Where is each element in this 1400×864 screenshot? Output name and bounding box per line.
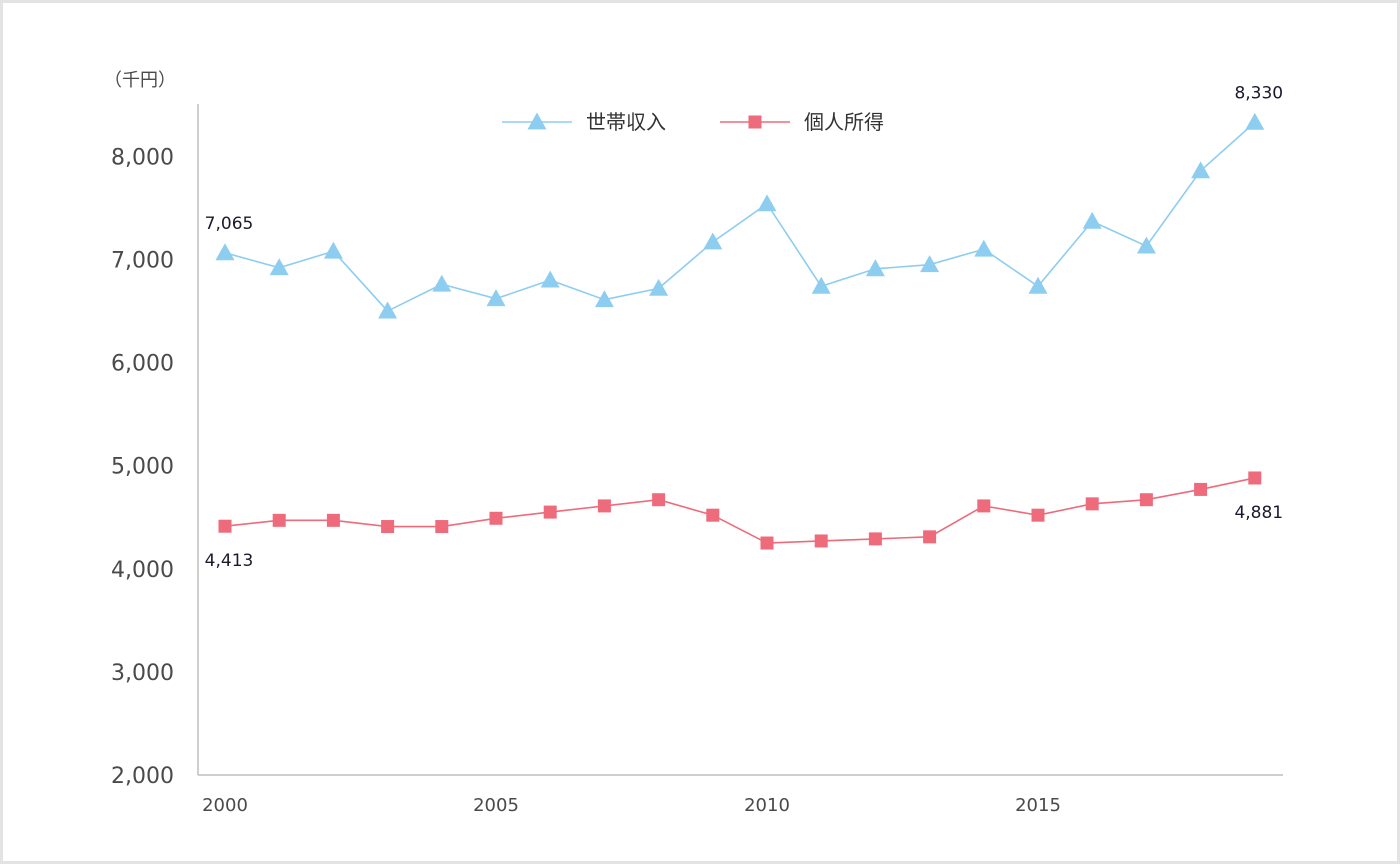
- x-tick-label: 2010: [744, 795, 790, 816]
- legend: 世帯収入 個人所得: [502, 110, 884, 134]
- y-tick-label: 3,000: [111, 661, 174, 686]
- x-tick-label: 2015: [1015, 795, 1061, 816]
- series-1-marker: [706, 508, 720, 522]
- series-0-marker: [432, 274, 452, 292]
- legend-label-1: 個人所得: [804, 110, 884, 134]
- series-1-marker: [1139, 493, 1153, 507]
- series-0-marker: [811, 276, 831, 294]
- y-tick-label: 7,000: [111, 249, 174, 274]
- series-1-marker: [1248, 471, 1262, 485]
- y-tick-labels: 2,000 3,000 4,000 5,000 6,000 7,000 8,000: [111, 145, 174, 789]
- series-1-marker: [923, 530, 937, 544]
- series-1-marker: [1031, 508, 1045, 522]
- series-line-0: [224, 121, 1256, 313]
- series-markers: [215, 112, 1265, 550]
- series-0-marker: [1082, 211, 1102, 229]
- data-label: 7,065: [205, 214, 254, 234]
- series-1-marker: [652, 493, 666, 507]
- series-1-marker: [218, 519, 232, 533]
- legend-marker-1: [748, 115, 762, 129]
- series-0-marker: [1136, 236, 1156, 254]
- series-0-marker: [1245, 112, 1265, 130]
- series-lines: [224, 121, 1256, 544]
- series-0-marker: [757, 194, 777, 212]
- series-0-marker: [323, 241, 343, 259]
- y-tick-label: 6,000: [111, 352, 174, 377]
- series-1-marker: [272, 513, 286, 527]
- series-1-marker: [814, 534, 828, 548]
- series-0-marker: [865, 259, 885, 277]
- series-0-marker: [540, 270, 560, 288]
- series-1-marker: [977, 499, 991, 513]
- series-0-marker: [649, 278, 669, 296]
- series-1-marker: [381, 520, 395, 534]
- series-0-marker: [378, 301, 398, 319]
- series-0-marker: [1028, 276, 1048, 294]
- series-0-marker: [703, 232, 723, 250]
- series-0-marker: [486, 289, 506, 307]
- series-line-1: [224, 477, 1255, 544]
- data-label: 4,413: [205, 551, 254, 571]
- x-tick-label: 2005: [473, 795, 519, 816]
- y-tick-label: 4,000: [111, 558, 174, 583]
- chart-frame: [3, 3, 1397, 861]
- series-1-marker: [543, 505, 557, 519]
- series-1-marker: [1085, 497, 1099, 511]
- axes: [197, 104, 1283, 776]
- series-0-marker: [215, 243, 235, 261]
- legend-marker-0: [527, 112, 547, 130]
- series-0-marker: [594, 290, 614, 308]
- x-tick-labels: 2000 2005 2010 2015: [202, 795, 1061, 816]
- series-1-marker: [435, 520, 449, 534]
- series-0-marker: [974, 239, 994, 257]
- y-tick-label: 5,000: [111, 455, 174, 480]
- series-1-marker: [1194, 482, 1208, 496]
- y-unit-label: （千円）: [104, 70, 176, 91]
- series-0-marker: [269, 258, 289, 276]
- x-tick-label: 2000: [202, 795, 248, 816]
- series-0-marker: [1191, 161, 1211, 179]
- legend-label-0: 世帯収入: [586, 110, 666, 134]
- data-labels: 7,065 8,330 4,413 4,881: [205, 83, 1283, 571]
- series-1-marker: [489, 511, 503, 525]
- data-label: 8,330: [1234, 83, 1283, 103]
- series-1-marker: [597, 499, 611, 513]
- series-1-marker: [760, 536, 774, 550]
- y-tick-label: 8,000: [111, 145, 174, 170]
- y-tick-label: 2,000: [111, 764, 174, 789]
- data-label: 4,881: [1234, 503, 1283, 523]
- series-1-marker: [868, 532, 882, 546]
- series-0-marker: [920, 255, 940, 273]
- series-1-marker: [326, 513, 340, 527]
